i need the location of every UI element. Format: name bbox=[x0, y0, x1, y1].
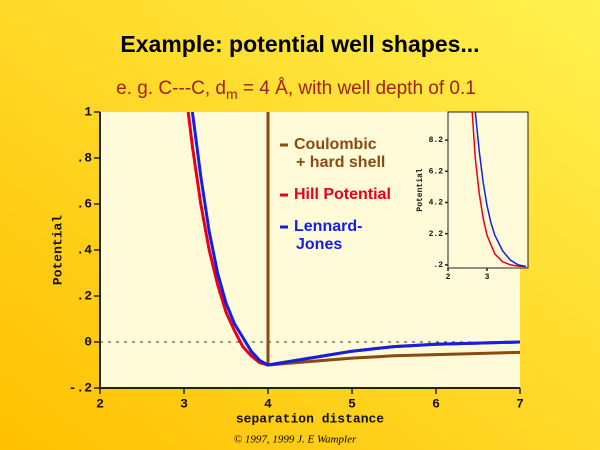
y-tick-label: -.2 bbox=[69, 380, 93, 395]
x-tick-label: 4 bbox=[264, 396, 272, 411]
y-tick-label: 1 bbox=[84, 104, 92, 119]
subtitle-subscript: m bbox=[226, 86, 238, 102]
x-tick-label: 5 bbox=[348, 396, 356, 411]
x-tick-label: 3 bbox=[485, 273, 490, 282]
subtitle-text: e. g. C---C, d bbox=[116, 78, 226, 99]
x-tick-label: 2 bbox=[96, 396, 104, 411]
plot bbox=[471, 112, 527, 268]
y-tick-label: .6 bbox=[76, 196, 92, 211]
legend-label: + hard shell bbox=[296, 154, 385, 171]
subtitle: e. g. C---C, dm = 4 Å, with well depth o… bbox=[116, 78, 476, 102]
series-line bbox=[474, 112, 527, 268]
x-tick-label: 6 bbox=[432, 396, 440, 411]
legend-label: Lennard- bbox=[294, 218, 362, 235]
inset-area bbox=[447, 111, 529, 269]
series-line bbox=[471, 112, 527, 268]
y-tick-label: .2 bbox=[433, 261, 443, 270]
y-tick-label: .2 bbox=[76, 288, 92, 303]
y-tick-label: .4 bbox=[76, 242, 92, 257]
y-tick-label: 8.2 bbox=[429, 136, 444, 145]
title: Example: potential well shapes... bbox=[120, 31, 479, 57]
x-tick-label: 7 bbox=[516, 396, 524, 411]
y-tick-label: 4.2 bbox=[429, 199, 444, 208]
y-tick-label: 0 bbox=[84, 334, 92, 349]
legend-label: Jones bbox=[296, 236, 342, 253]
x-axis-label: separation distance bbox=[236, 411, 384, 426]
y-axis-label: Potential bbox=[416, 168, 425, 211]
legend-label: Coulombic bbox=[294, 136, 377, 153]
x-tick-label: 2 bbox=[446, 273, 451, 282]
plot bbox=[186, 112, 520, 367]
x-tick-label: 3 bbox=[180, 396, 188, 411]
series-line bbox=[190, 112, 520, 367]
subtitle-text: = 4 Å, with well depth of 0.1 bbox=[238, 78, 476, 99]
y-axis-label: Potential bbox=[50, 215, 65, 285]
y-tick-label: .8 bbox=[76, 150, 92, 165]
credit: © 1997, 1999 J. E Wampler bbox=[234, 434, 357, 446]
legend-label: Hill Potential bbox=[294, 186, 391, 203]
y-tick-label: 6.2 bbox=[429, 167, 444, 176]
y-tick-label: 2.2 bbox=[429, 230, 444, 239]
